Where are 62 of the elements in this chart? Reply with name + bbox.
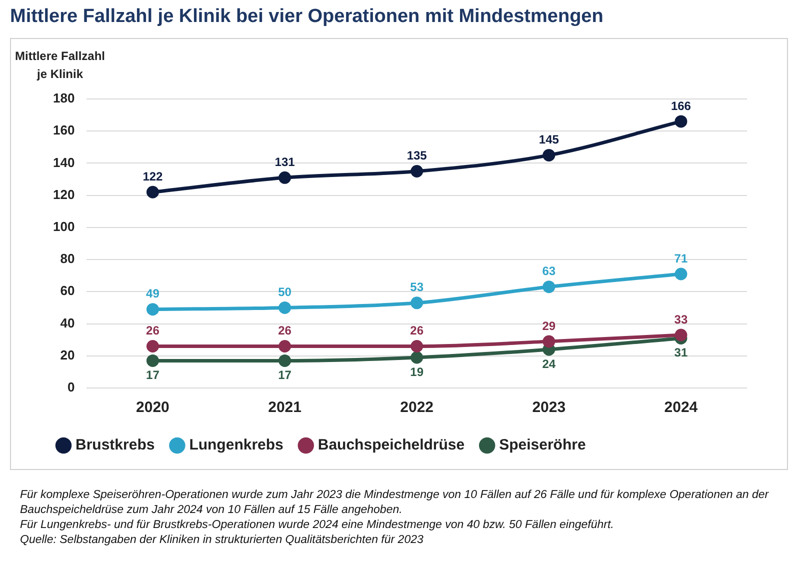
data-label: 71 bbox=[674, 251, 688, 266]
point bbox=[146, 186, 159, 198]
y-tick-label: 140 bbox=[52, 154, 75, 170]
data-label: 29 bbox=[542, 318, 556, 333]
x-tick-label: 2021 bbox=[268, 399, 302, 416]
point bbox=[410, 351, 424, 364]
point bbox=[674, 328, 688, 342]
y-tick-label: 20 bbox=[60, 347, 75, 362]
point bbox=[542, 148, 556, 162]
y-tick-label: 180 bbox=[52, 90, 75, 106]
data-label: 145 bbox=[538, 132, 560, 147]
data-label: 26 bbox=[410, 324, 424, 338]
y-tick-label: 80 bbox=[60, 251, 75, 266]
data-label: 26 bbox=[146, 324, 160, 338]
data-label: 19 bbox=[410, 364, 424, 379]
point bbox=[278, 354, 292, 367]
data-label: 26 bbox=[278, 324, 292, 338]
data-label: 17 bbox=[278, 368, 292, 382]
legend-label: Speiseröhre bbox=[499, 436, 586, 454]
source-note: Quelle: Selbstangaben der Kliniken in strukturierten Qualitätsberichten für 2023 bbox=[20, 533, 424, 548]
data-label: 49 bbox=[146, 286, 160, 301]
data-label: 31 bbox=[674, 346, 688, 360]
point bbox=[278, 171, 292, 184]
x-tick-label: 2022 bbox=[400, 399, 434, 416]
point bbox=[146, 354, 159, 367]
legend-label: Lungenkrebs bbox=[189, 436, 284, 454]
x-tick-label: 2023 bbox=[532, 399, 566, 416]
point bbox=[410, 296, 424, 310]
data-label: 53 bbox=[410, 280, 424, 294]
y-tick-label: 60 bbox=[60, 283, 75, 298]
y-tick-label: 0 bbox=[67, 380, 75, 395]
point bbox=[278, 340, 292, 353]
legend-label: Bauchspeicheldrüse bbox=[318, 436, 465, 454]
y-tick-label: 40 bbox=[60, 315, 75, 330]
x-tick-label: 2024 bbox=[664, 399, 698, 416]
data-label: 33 bbox=[674, 312, 688, 326]
point bbox=[278, 301, 292, 314]
y-tick-label: 100 bbox=[52, 219, 75, 234]
x-tick-label: 2020 bbox=[136, 399, 170, 416]
data-label: 135 bbox=[406, 148, 428, 163]
data-label: 24 bbox=[542, 356, 556, 371]
point bbox=[146, 340, 159, 353]
data-label: 50 bbox=[278, 285, 292, 300]
data-label: 63 bbox=[542, 264, 556, 278]
data-label: 131 bbox=[274, 154, 296, 169]
point bbox=[674, 268, 688, 280]
y-tick-label: 120 bbox=[52, 186, 75, 202]
data-label: 122 bbox=[142, 169, 164, 184]
point bbox=[410, 165, 424, 178]
point bbox=[674, 115, 688, 128]
y-axis-title: Mittlere Fallzahl je Klinik bbox=[15, 48, 106, 83]
text: Für Lungenkrebs- und für Brustkrebs-Operationen wurde 2024 eine Mindestmenge von 40 bzw. 50 Fällen eingeführt. bbox=[20, 518, 615, 533]
point bbox=[542, 280, 556, 294]
text: Für komplexe Speiseröhren-Operationen wurde zum Jahr 2023 die Mindestmenge von 10 Fällen auf 26 Fälle und für komplexe Operationen an der Bauchspeicheldrüse zum Jahr 2024 von 10 Fällen auf 15 Fälle angehoben. bbox=[20, 488, 770, 518]
point bbox=[146, 303, 159, 316]
chart-title: Mittlere Fallzahl je Klinik bei vier Operationen mit Mindestmengen bbox=[10, 6, 604, 28]
data-label: 166 bbox=[670, 98, 692, 113]
data-label: 17 bbox=[146, 368, 160, 382]
legend-label: Brustkrebs bbox=[76, 436, 155, 454]
point bbox=[542, 335, 556, 348]
point bbox=[410, 340, 424, 353]
y-tick-label: 160 bbox=[52, 122, 75, 138]
